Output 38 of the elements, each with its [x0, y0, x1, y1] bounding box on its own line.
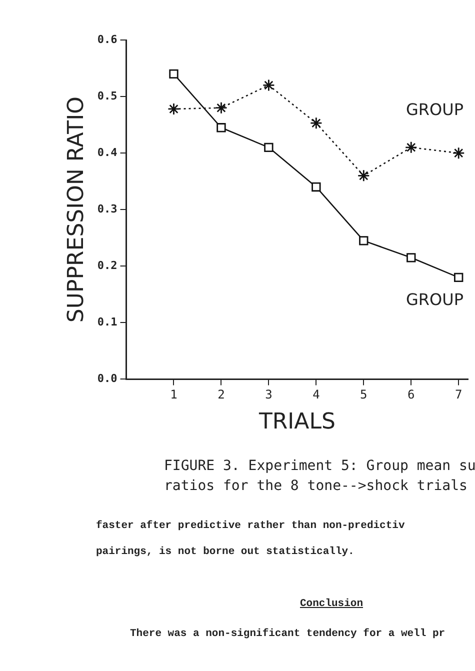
- point: [310, 116, 322, 130]
- y-tick-label: 0.1: [97, 316, 118, 329]
- point: [454, 272, 464, 282]
- x-tick-label: 4: [312, 388, 320, 402]
- y-tick-label: 0.5: [97, 89, 118, 102]
- point: [357, 169, 370, 182]
- caption: FIGURE 3. Experiment 5: Group mean su: [163, 458, 475, 474]
- y-tick-label: 0.0: [97, 372, 118, 386]
- y-tick-label: 0.3: [97, 202, 118, 216]
- x-tick-label: 2: [218, 388, 225, 402]
- text: There was a non-significant tendency for a well pr: [129, 628, 446, 640]
- point: [359, 236, 368, 246]
- annotation: GROUP: [406, 290, 464, 309]
- y-tick-label: 0.6: [97, 32, 118, 46]
- point: [168, 102, 180, 116]
- point: [264, 142, 274, 152]
- y-tick-label: 0.4: [97, 146, 118, 159]
- point: [404, 141, 418, 154]
- point: [452, 146, 465, 160]
- x-tick-label: 5: [360, 388, 368, 402]
- point: [406, 253, 416, 262]
- point: [215, 102, 228, 114]
- point: [216, 123, 226, 132]
- point: [312, 182, 321, 192]
- point: [169, 69, 178, 79]
- y-tick-label: 0.2: [97, 258, 118, 272]
- point: [262, 79, 275, 92]
- x-tick-label: 7: [454, 388, 462, 402]
- text: pairings, is not borne out statistically.: [95, 546, 356, 558]
- x-axis-title: TRIALS: [258, 410, 336, 435]
- x-tick-label: 1: [170, 388, 178, 402]
- annotation: GROUP: [406, 100, 464, 119]
- text: ratios for the 8 tone-->shock trials: [163, 478, 468, 494]
- y-axis-title: SUPPRESSION RATIO: [64, 96, 89, 323]
- x-tick-label: 3: [265, 388, 272, 402]
- text: Conclusion: [299, 598, 364, 610]
- x-tick-label: 6: [408, 388, 415, 402]
- text: faster after predictive rather than non-predictiv: [95, 520, 406, 532]
